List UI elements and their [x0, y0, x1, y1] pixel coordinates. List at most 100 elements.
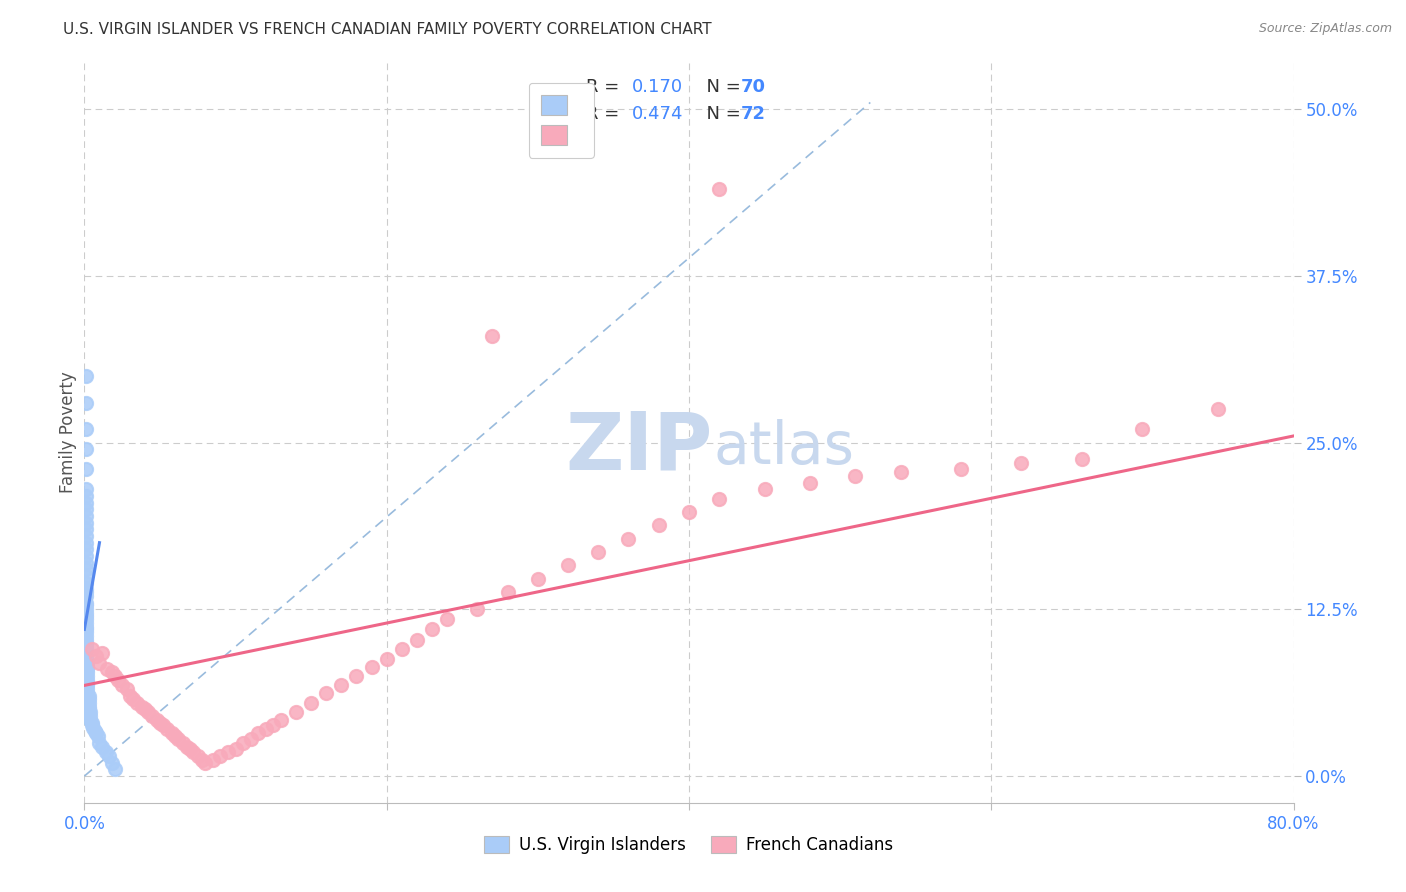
Point — [406, 633, 429, 648]
Point — [330, 678, 353, 692]
Point — [467, 602, 489, 616]
Text: 0.474: 0.474 — [633, 104, 683, 123]
Point — [375, 651, 398, 665]
Point — [225, 742, 247, 756]
Point — [87, 729, 110, 743]
Point — [209, 749, 232, 764]
Point — [156, 723, 179, 737]
Text: atlas: atlas — [713, 419, 853, 476]
Point — [82, 721, 104, 735]
Text: 70: 70 — [741, 78, 766, 96]
Point — [75, 496, 97, 510]
Point — [191, 753, 214, 767]
Text: R =: R = — [586, 104, 626, 123]
Point — [75, 442, 97, 457]
Point — [496, 585, 519, 599]
Point — [75, 639, 97, 653]
Point — [799, 475, 821, 490]
Point — [181, 745, 204, 759]
Point — [77, 691, 100, 706]
Point — [75, 620, 97, 634]
Point — [75, 607, 97, 621]
Point — [75, 522, 97, 536]
Point — [315, 686, 337, 700]
Point — [754, 483, 776, 497]
Point — [346, 669, 368, 683]
Point — [75, 633, 97, 648]
Point — [527, 572, 550, 586]
Point — [1011, 456, 1033, 470]
Text: Source: ZipAtlas.com: Source: ZipAtlas.com — [1258, 22, 1392, 36]
Point — [75, 489, 97, 503]
Point — [75, 368, 97, 383]
Point — [94, 745, 117, 759]
Point — [75, 529, 97, 543]
Point — [247, 726, 270, 740]
Point — [709, 182, 731, 196]
Point — [111, 678, 134, 692]
Point — [75, 575, 97, 590]
Text: 0.170: 0.170 — [633, 78, 683, 96]
Point — [75, 462, 97, 476]
Point — [100, 756, 122, 770]
Point — [96, 662, 118, 676]
Point — [80, 642, 103, 657]
Point — [890, 465, 912, 479]
Point — [89, 736, 111, 750]
Point — [75, 502, 97, 516]
Point — [100, 665, 122, 679]
Point — [136, 705, 159, 719]
Point — [75, 612, 97, 626]
Point — [75, 549, 97, 563]
Point — [84, 723, 107, 738]
Point — [75, 599, 97, 613]
Point — [75, 596, 97, 610]
Point — [678, 505, 700, 519]
Point — [76, 673, 98, 687]
Point — [165, 729, 187, 743]
Point — [75, 516, 97, 530]
Point — [75, 562, 97, 576]
Point — [104, 763, 127, 777]
Point — [75, 615, 97, 630]
Point — [86, 726, 108, 740]
Point — [76, 682, 98, 697]
Point — [167, 731, 190, 746]
Point — [1071, 451, 1094, 466]
Text: N =: N = — [695, 78, 747, 96]
Point — [239, 731, 262, 746]
Point — [270, 713, 292, 727]
Point — [160, 726, 183, 740]
Point — [75, 636, 97, 650]
Point — [79, 713, 101, 727]
Point — [1206, 402, 1229, 417]
Point — [75, 602, 97, 616]
Point — [141, 709, 163, 723]
Point — [557, 558, 579, 573]
Point — [391, 642, 413, 657]
Point — [76, 662, 98, 676]
Text: 72: 72 — [741, 104, 766, 123]
Point — [77, 696, 100, 710]
Point — [97, 749, 120, 764]
Point — [76, 659, 98, 673]
Point — [75, 395, 97, 409]
Point — [201, 753, 224, 767]
Text: N =: N = — [695, 104, 747, 123]
Point — [176, 739, 198, 754]
Point — [79, 709, 101, 723]
Point — [75, 629, 97, 643]
Point — [76, 675, 98, 690]
Point — [75, 508, 97, 523]
Point — [75, 625, 97, 640]
Point — [262, 718, 284, 732]
Point — [76, 686, 98, 700]
Point — [115, 682, 138, 697]
Point — [172, 736, 194, 750]
Point — [75, 651, 97, 665]
Point — [75, 609, 97, 624]
Point — [152, 718, 174, 732]
Point — [79, 705, 101, 719]
Point — [75, 623, 97, 637]
Point — [75, 589, 97, 603]
